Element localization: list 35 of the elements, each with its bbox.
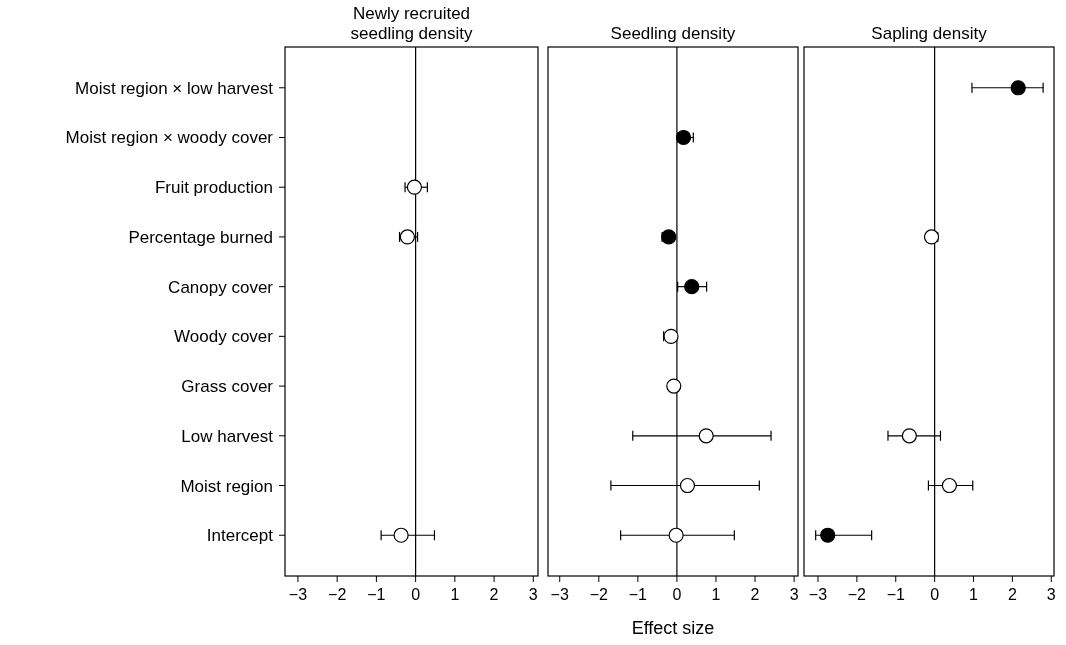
chart-title: Newly recruited seedling density	[350, 4, 473, 43]
y-tick-label: Intercept	[206, 526, 274, 546]
x-tick-label: 1	[450, 586, 460, 603]
x-tick-label: 0	[411, 586, 421, 603]
y-tick-label: Moist region × low harvest	[75, 78, 274, 98]
y-tick-label: Moist region × woody cover	[65, 128, 274, 148]
x-tick-label: −1	[886, 586, 905, 603]
x-tick-label: −1	[367, 586, 386, 603]
y-tick-label: Moist region	[180, 476, 273, 496]
y-tick-label: Woody cover	[174, 327, 274, 347]
chart-title: Sapling density	[871, 24, 988, 43]
y-tick-label: Low harvest	[181, 426, 274, 446]
x-tick-label: 1	[969, 586, 979, 603]
x-tick-label: −3	[288, 586, 308, 603]
x-tick-label: 2	[489, 586, 499, 603]
y-tick-label: Fruit production	[154, 178, 273, 198]
x-tick-label: −1	[628, 586, 648, 603]
x-tick-label: −3	[550, 586, 569, 603]
x-tick-label: −2	[328, 586, 347, 603]
x-axis-title: Effect size	[631, 618, 715, 638]
x-tick-label: 0	[672, 586, 682, 603]
x-tick-label: 1	[711, 586, 721, 603]
chart-title: Seedling density	[610, 24, 736, 43]
x-tick-label: 2	[1007, 586, 1017, 603]
x-tick-label: 3	[1046, 586, 1056, 603]
y-tick-label: Grass cover	[181, 377, 274, 397]
x-tick-label: 3	[789, 586, 799, 603]
x-tick-label: 2	[750, 586, 760, 603]
y-tick-label: Percentage burned	[128, 227, 273, 247]
y-tick-label: Canopy cover	[168, 277, 274, 297]
x-tick-label: −2	[589, 586, 608, 603]
x-tick-label: 0	[930, 586, 940, 603]
x-tick-label: −3	[808, 586, 828, 603]
x-tick-label: −2	[847, 586, 867, 603]
x-tick-label: 3	[528, 586, 538, 603]
